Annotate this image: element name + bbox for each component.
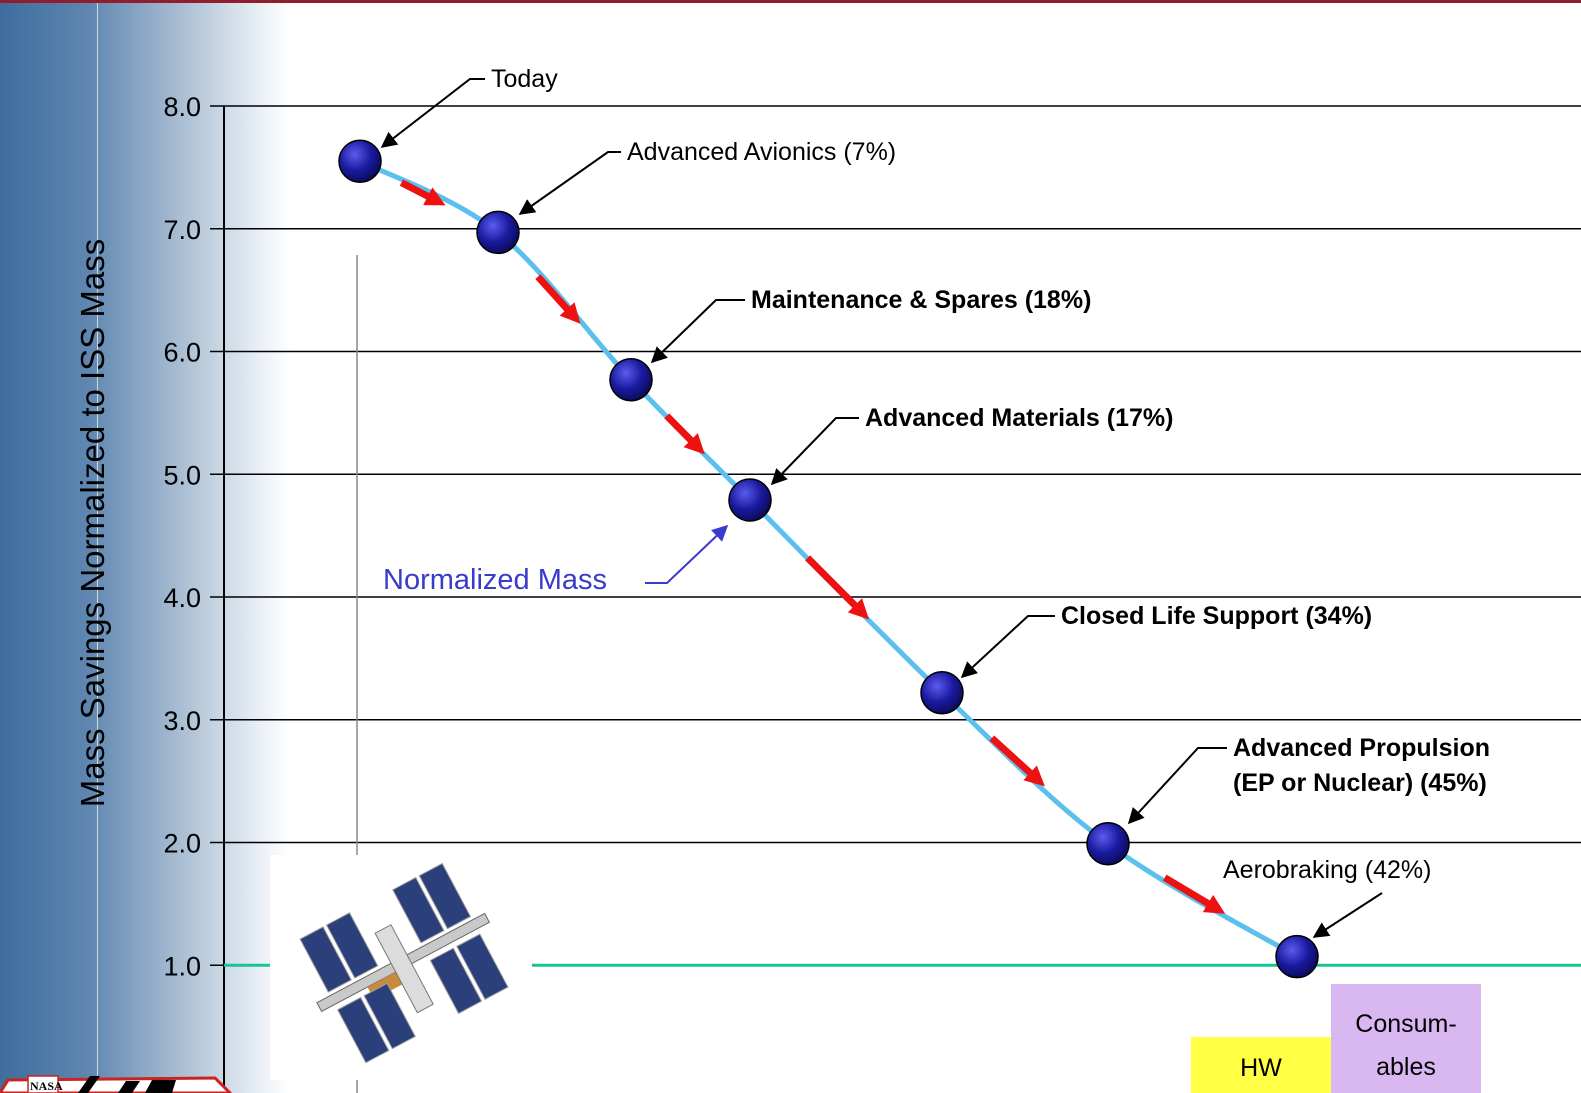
side-gradient-band bbox=[0, 3, 290, 1093]
leader-line bbox=[380, 78, 485, 148]
milestone-label: (EP or Nuclear) (45%) bbox=[1233, 769, 1487, 797]
space-station-image bbox=[270, 855, 532, 1080]
consumables-box: Consum- ables bbox=[1331, 984, 1481, 1093]
y-tick-label: 7.0 bbox=[163, 215, 201, 245]
red-arrow-shaft bbox=[535, 274, 574, 316]
red-arrow-shaft bbox=[1162, 874, 1215, 910]
milestone-point bbox=[338, 139, 382, 183]
milestone-point bbox=[1275, 934, 1319, 979]
milestone-point bbox=[728, 478, 772, 522]
y-tick-labels: 0.01.02.03.04.05.06.07.08.0 bbox=[163, 92, 201, 1093]
milestone-label: Advanced Materials (17%) bbox=[865, 404, 1173, 432]
y-tick-label: 5.0 bbox=[163, 460, 201, 490]
red-arrow-head bbox=[1202, 894, 1226, 914]
red-arrow-head bbox=[1023, 765, 1045, 787]
milestone-label: Advanced Avionics (7%) bbox=[627, 138, 896, 166]
leader-line bbox=[1312, 892, 1383, 938]
y-tick-label: 4.0 bbox=[163, 583, 201, 613]
red-arrow-head bbox=[559, 302, 581, 324]
y-tick-label: 3.0 bbox=[163, 706, 201, 736]
nasa-logo: NASA bbox=[0, 1075, 233, 1093]
milestone-point bbox=[1086, 821, 1130, 866]
red-arrow-shaft bbox=[805, 555, 862, 613]
y-tick-label: 6.0 bbox=[163, 338, 201, 368]
leader-line bbox=[770, 417, 859, 486]
y-axis-label: Mass Savings Normalized to ISS Mass bbox=[74, 239, 111, 808]
red-arrow-head bbox=[423, 187, 446, 206]
milestone-label: Maintenance & Spares (18%) bbox=[751, 286, 1091, 314]
milestone-label: Closed Life Support (34%) bbox=[1061, 602, 1372, 630]
progress-arrows bbox=[399, 179, 1226, 914]
consumables-label-line1: Consum- bbox=[1355, 1010, 1456, 1038]
milestone-point bbox=[920, 670, 964, 715]
leader-line bbox=[960, 615, 1055, 679]
y-tick-label: 8.0 bbox=[163, 92, 201, 122]
svg-text:NASA: NASA bbox=[30, 1079, 63, 1093]
red-arrow-head bbox=[847, 598, 870, 620]
side-band-rule bbox=[97, 3, 98, 1093]
normalized-mass-pointer bbox=[645, 524, 729, 584]
leader-line bbox=[1127, 747, 1227, 825]
milestone-label: Advanced Propulsion bbox=[1233, 734, 1490, 762]
grid-lines bbox=[210, 105, 1581, 1089]
milestone-labels: Today Advanced Avionics (7%) Maintenance &… bbox=[491, 65, 1490, 884]
top-rule bbox=[0, 0, 1581, 3]
red-arrow-shaft bbox=[989, 735, 1037, 780]
milestone-label: Today bbox=[491, 65, 558, 93]
leader-line bbox=[518, 151, 621, 215]
annotation-leaders bbox=[380, 78, 1383, 938]
hw-box: HW bbox=[1191, 1037, 1331, 1093]
hw-label: HW bbox=[1240, 1054, 1282, 1082]
leader-line bbox=[650, 299, 745, 364]
normalized-mass-label: Normalized Mass bbox=[383, 564, 607, 596]
red-arrow-head bbox=[683, 433, 705, 455]
y-tick-label: 1.0 bbox=[163, 951, 201, 981]
normalized-mass-curve bbox=[358, 159, 1299, 959]
y-tick-label: 2.0 bbox=[163, 829, 201, 859]
milestone-points bbox=[338, 139, 1319, 979]
red-arrow-shaft bbox=[664, 413, 698, 447]
milestone-label: Aerobraking (42%) bbox=[1223, 856, 1431, 884]
consumables-label-line2: ables bbox=[1376, 1053, 1436, 1081]
milestone-point bbox=[609, 357, 653, 402]
milestone-point bbox=[476, 210, 520, 255]
